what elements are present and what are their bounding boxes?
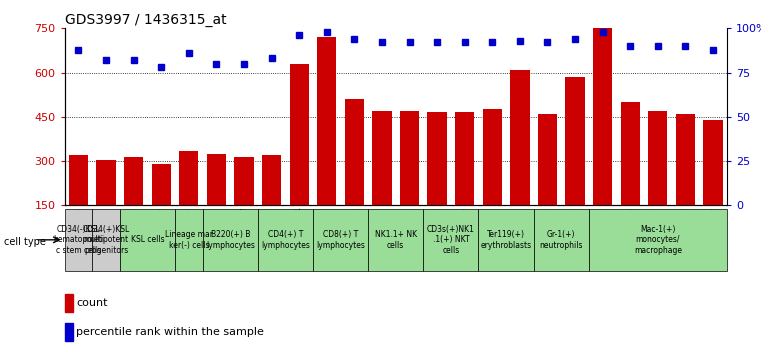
Bar (202, 209, 258, 271)
Bar (65, 323, 73, 341)
Bar (676, 114, 695, 205)
Bar (565, 77, 584, 205)
Bar (65, 294, 73, 312)
Text: Gr-1(+)
neutrophils: Gr-1(+) neutrophils (540, 230, 583, 250)
Bar (258, 209, 313, 271)
Bar (589, 209, 727, 271)
Bar (510, 70, 530, 205)
Bar (703, 120, 723, 205)
Bar (262, 155, 282, 205)
Bar (533, 209, 589, 271)
Text: GDS3997 / 1436315_at: GDS3997 / 1436315_at (65, 13, 226, 27)
Bar (428, 113, 447, 205)
Bar (124, 156, 143, 205)
Text: CD34(-)KSL
hematopoieti
c stem cells: CD34(-)KSL hematopoieti c stem cells (53, 225, 104, 255)
Bar (97, 160, 116, 205)
Bar (423, 209, 479, 271)
Text: count: count (76, 298, 107, 308)
Bar (151, 164, 171, 205)
Bar (68, 155, 88, 205)
Text: cell type: cell type (4, 238, 46, 247)
Bar (175, 209, 202, 271)
Bar (538, 114, 557, 205)
Text: KSL cells: KSL cells (131, 235, 164, 244)
Bar (234, 156, 253, 205)
Bar (479, 209, 533, 271)
Text: B220(+) B
lymphocytes: B220(+) B lymphocytes (205, 230, 255, 250)
Bar (179, 151, 199, 205)
Bar (368, 209, 423, 271)
Text: NK1.1+ NK
cells: NK1.1+ NK cells (374, 230, 417, 250)
Bar (92, 209, 120, 271)
Text: CD34(+)KSL
multipotent
progenitors: CD34(+)KSL multipotent progenitors (82, 225, 129, 255)
Bar (65, 209, 92, 271)
Bar (120, 209, 175, 271)
Text: CD8(+) T
lymphocytes: CD8(+) T lymphocytes (316, 230, 365, 250)
Bar (455, 113, 474, 205)
Bar (620, 102, 640, 205)
Bar (317, 37, 336, 205)
Text: CD3s(+)NK1
.1(+) NKT
cells: CD3s(+)NK1 .1(+) NKT cells (427, 225, 475, 255)
Text: Mac-1(+)
monocytes/
macrophage: Mac-1(+) monocytes/ macrophage (634, 225, 682, 255)
Text: Ter119(+)
erythroblasts: Ter119(+) erythroblasts (480, 230, 532, 250)
Text: CD4(+) T
lymphocytes: CD4(+) T lymphocytes (261, 230, 310, 250)
Bar (207, 154, 226, 205)
Bar (372, 111, 392, 205)
Text: percentile rank within the sample: percentile rank within the sample (76, 327, 264, 337)
Bar (482, 109, 502, 205)
Bar (593, 28, 613, 205)
Bar (289, 64, 309, 205)
Bar (648, 111, 667, 205)
Text: Lineage mar
ker(-) cells: Lineage mar ker(-) cells (165, 230, 213, 250)
Bar (313, 209, 368, 271)
Bar (400, 111, 419, 205)
Bar (345, 99, 364, 205)
